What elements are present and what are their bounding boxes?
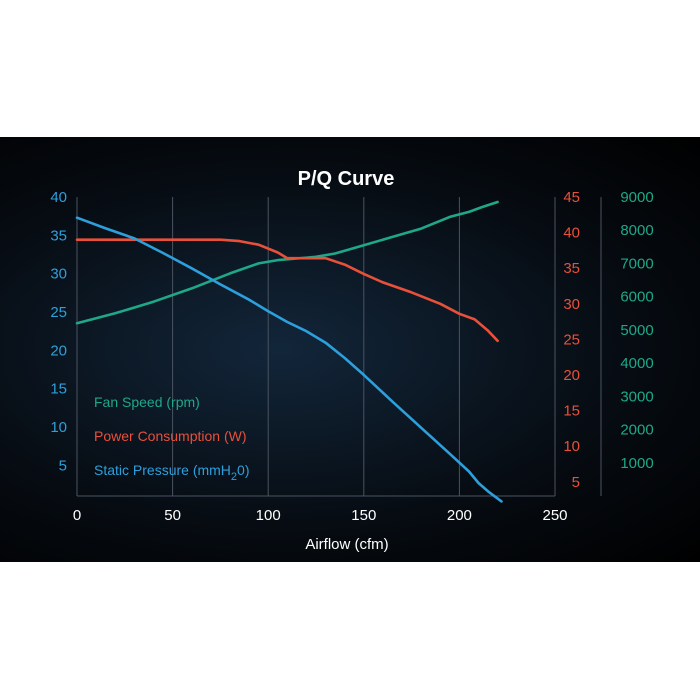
- power-tick-label: 40: [563, 225, 580, 242]
- power-tick-label: 10: [563, 438, 580, 455]
- chart-title: P/Q Curve: [298, 168, 395, 190]
- fan-speed-tick-label: 6000: [620, 289, 653, 306]
- pressure-tick-label: 20: [50, 342, 67, 359]
- pressure-tick-label: 5: [59, 457, 67, 474]
- fan-speed-tick-label: 7000: [620, 255, 653, 272]
- fan-speed-tick-label: 8000: [620, 222, 653, 239]
- power-tick-label: 5: [572, 474, 580, 491]
- chart-panel: 0 50 100 150 200 250 5 10 15 20 25 30 35 40 5 10 15 20 25 3…: [0, 137, 700, 562]
- legend-entry: Power Consumption (W): [94, 428, 247, 444]
- grid: [172, 197, 460, 496]
- power-tick-label: 45: [563, 189, 580, 206]
- legend: Fan Speed (rpm) Power Consumption (W) Stat…: [94, 394, 250, 483]
- power-tick-label: 20: [563, 367, 580, 384]
- power-tick-label: 30: [563, 296, 580, 313]
- x-tick-label: 250: [542, 507, 567, 524]
- fan-speed-tick-label: 1000: [620, 455, 653, 472]
- power-tick-label: 35: [563, 260, 580, 277]
- fan-speed-tick-label: 3000: [620, 388, 653, 405]
- x-tick-label: 100: [256, 507, 281, 524]
- x-tick-label: 200: [447, 507, 472, 524]
- pressure-tick-label: 15: [50, 381, 67, 398]
- pressure-tick-label: 40: [50, 189, 67, 206]
- axes: 0 50 100 150 200 250 5 10 15 20 25 30 35 40 5 10 15 20 25 3…: [50, 189, 653, 524]
- legend-entry: Static Pressure (mmH20): [94, 462, 250, 483]
- fan-speed-line: [75, 200, 499, 325]
- fan-speed-tick-label: 9000: [620, 189, 653, 206]
- pressure-tick-label: 30: [50, 266, 67, 283]
- x-tick-label: 0: [73, 507, 81, 524]
- x-tick-label: 150: [351, 507, 376, 524]
- pressure-tick-label: 25: [50, 304, 67, 321]
- power-tick-label: 25: [563, 331, 580, 348]
- fan-speed-tick-label: 2000: [620, 422, 653, 439]
- series: [75, 200, 503, 503]
- pressure-tick-label: 35: [50, 227, 67, 244]
- x-tick-label: 50: [164, 507, 181, 524]
- legend-entry: Fan Speed (rpm): [94, 394, 200, 410]
- fan-speed-tick-label: 4000: [620, 355, 653, 372]
- x-axis-label: Airflow (cfm): [305, 536, 388, 553]
- pq-curve-chart: 0 50 100 150 200 250 5 10 15 20 25 30 35 40 5 10 15 20 25 3…: [50, 168, 653, 553]
- power-consumption-line: [75, 238, 499, 343]
- pressure-tick-label: 10: [50, 419, 67, 436]
- power-tick-label: 15: [563, 403, 580, 420]
- fan-speed-tick-label: 5000: [620, 322, 653, 339]
- static-pressure-line: [75, 216, 503, 503]
